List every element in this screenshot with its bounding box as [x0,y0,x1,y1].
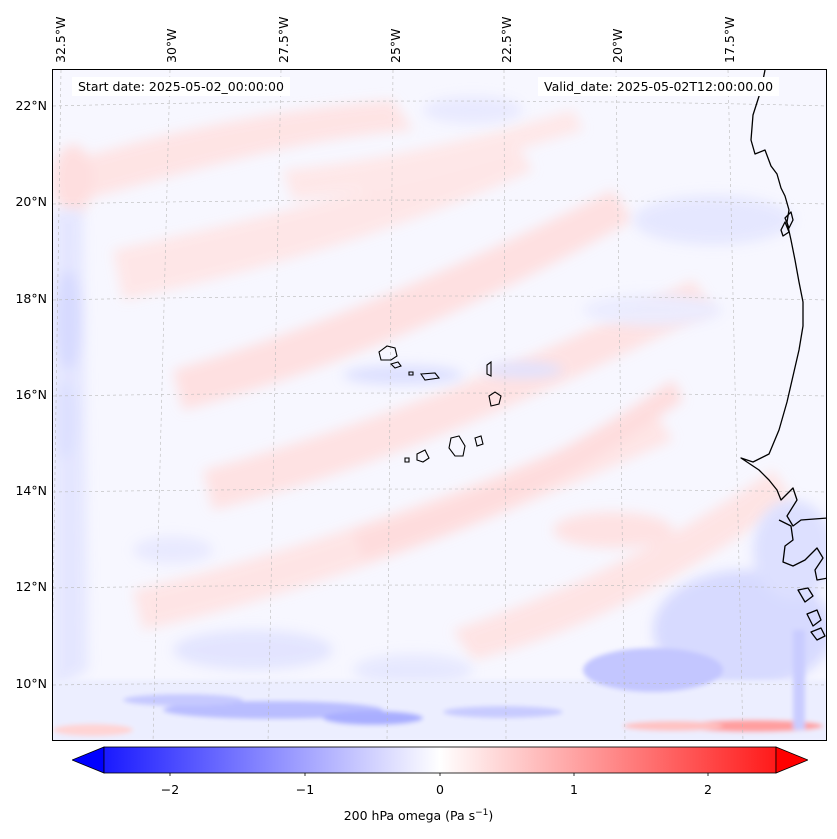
lon-label-30w: 30°W [164,28,179,63]
colorbar-tick-2: 2 [704,782,712,797]
graticule [53,70,826,740]
lon-label-22-5w: 22.5°W [499,16,514,63]
lat-label-10n: 10°N [15,676,47,691]
lat-label-18n: 18°N [15,291,47,306]
start-date-label: Start date: 2025-05-02_00:00:00 [72,77,290,96]
omega-field-map [53,70,826,740]
cape-verde-islands [378,345,502,463]
negative-omega-patches [53,96,826,690]
colorbar-label: 200 hPa omega (Pa s−1) [0,808,837,823]
lat-label-12n: 12°N [15,579,47,594]
southern-band [53,630,826,740]
lat-label-20n: 20°N [15,194,47,209]
colorbar-label-unit-exponent: −1 [475,808,489,818]
colorbar-under-arrow [72,746,105,774]
colorbar [72,746,808,776]
lat-label-16n: 16°N [15,387,47,402]
map-panel[interactable] [52,69,827,741]
colorbar-over-arrow [775,746,808,774]
lon-label-25w: 25°W [388,28,403,63]
valid-date-label: Valid_date: 2025-05-02T12:00:00.00 [538,77,780,96]
colorbar-body [103,746,777,774]
colorbar-label-main: 200 hPa omega (Pa s [343,808,476,824]
colorbar-tick-minus-2: −2 [160,782,180,797]
lon-label-17-5w: 17.5°W [722,16,737,63]
lat-label-22n: 22°N [15,98,47,113]
lat-label-14n: 14°N [15,483,47,498]
colorbar-tick-marks [169,773,709,776]
lon-label-20w: 20°W [610,28,625,63]
lon-label-32-5w: 32.5°W [53,16,68,63]
colorbar-tick-1: 1 [570,782,578,797]
colorbar-tick-0: 0 [436,782,444,797]
lon-label-27-5w: 27.5°W [276,16,291,63]
positive-omega-streaks [53,100,793,660]
africa-coastline [740,70,826,641]
colorbar-tick-minus-1: −1 [295,782,315,797]
colorbar-label-end: ) [488,808,494,824]
